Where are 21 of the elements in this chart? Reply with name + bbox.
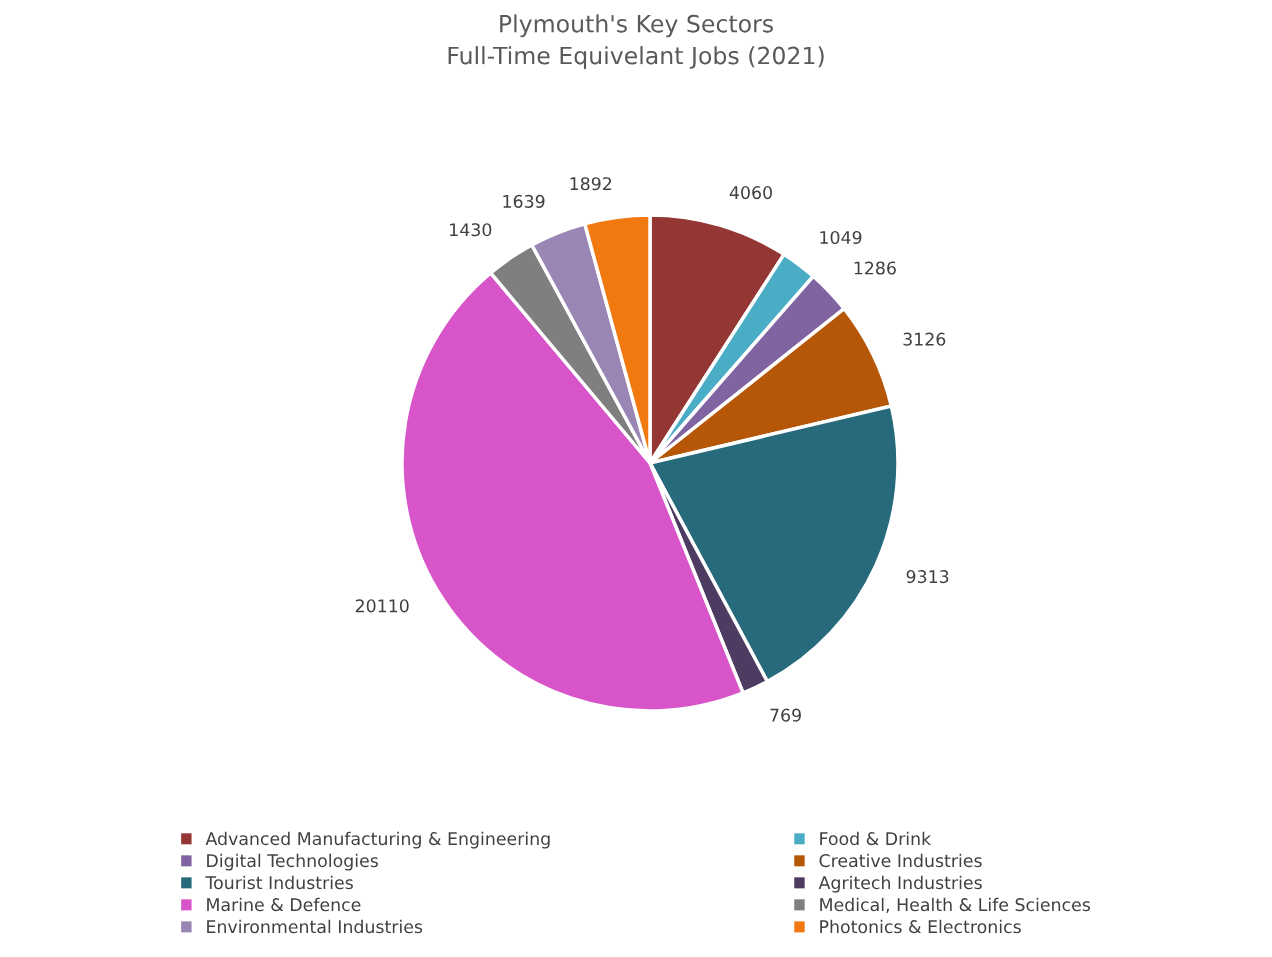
data-label: 1892 — [570, 177, 612, 191]
legend-label: Creative Industries — [819, 853, 982, 868]
data-label: 20110 — [355, 599, 409, 613]
legend-label: Marine & Defence — [207, 897, 361, 912]
legend-label: Tourist Industries — [205, 875, 353, 890]
legend-label: Food & Drink — [820, 831, 932, 846]
legend-label: Agritech Industries — [818, 875, 982, 893]
legend-label: Photonics & Electronics — [820, 919, 1021, 934]
data-label: 1049 — [820, 230, 862, 245]
legend-label: Medical, Health & Life Sciences — [820, 897, 1090, 913]
data-label: 1639 — [503, 194, 545, 208]
data-label: 1430 — [450, 223, 492, 237]
data-label: 9313 — [906, 569, 949, 584]
data-label: 769 — [770, 708, 801, 722]
chart-title: Plymouth's Key Sectors Full-Time Equivelant Jobs (2021) — [448, 14, 824, 70]
data-label: 4060 — [729, 186, 772, 200]
legend-label: Environmental Industries — [207, 919, 423, 934]
legend-label: Advanced Manufacturing & Engineering — [205, 831, 550, 849]
data-label: 1286 — [854, 261, 896, 275]
legend-label: Digital Technologies — [207, 853, 378, 871]
data-label: 3126 — [903, 332, 946, 346]
